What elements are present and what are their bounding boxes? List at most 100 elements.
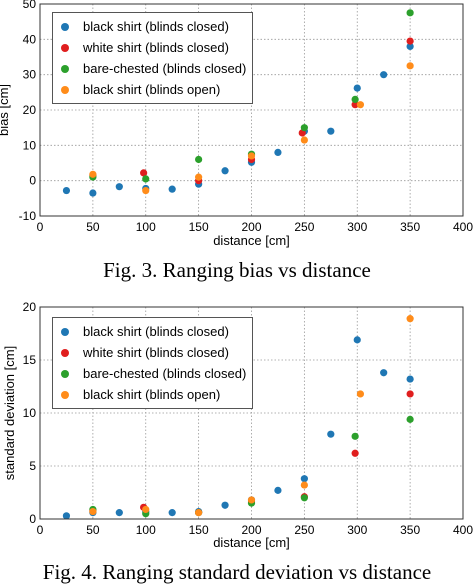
std-point-black-shirt-open	[406, 315, 414, 323]
std-point-black-shirt-open	[356, 390, 365, 398]
legend-entry: black shirt (blinds closed)	[59, 321, 246, 342]
bias-point-black-shirt-closed	[327, 127, 335, 135]
bias-x-tick-label: 300	[347, 220, 367, 234]
bias-x-tick-label: 0	[37, 220, 44, 234]
bias-point-white-shirt-closed	[406, 37, 414, 45]
bias-point-black-shirt-open	[406, 62, 414, 70]
std-point-black-shirt-closed	[300, 475, 308, 483]
std-point-bare-chested-closed	[351, 432, 359, 440]
bias-y-ticks: -10 0 10 20 30 40 50	[19, 0, 37, 223]
std-point-black-shirt-closed	[221, 501, 229, 509]
bias-point-bare-chested-closed	[195, 155, 203, 164]
std-x-tick-label: 250	[294, 523, 314, 537]
std-plot-frame	[39, 306, 464, 520]
bias-point-black-shirt-closed	[406, 42, 414, 51]
figure-3-caption: Fig. 3. Ranging bias vs distance	[103, 258, 371, 282]
std-point-black-shirt-open	[300, 481, 308, 489]
bias-y-tick-label: 30	[23, 68, 37, 82]
std-point-black-shirt-open	[195, 509, 203, 517]
std-legend: black shirt (blinds closed) white shirt …	[52, 317, 254, 409]
bias-x-tick-label: 50	[86, 220, 100, 234]
bias-point-black-shirt-open	[300, 136, 308, 144]
std-point-bare-chested-closed	[300, 494, 308, 502]
bias-x-ticks: 0 50 100 150 200 250 300 350 400	[37, 220, 474, 234]
std-x-tick-label: 300	[347, 523, 367, 537]
legend-entry: bare-chested (blinds closed)	[59, 363, 246, 384]
legend-marker-black-shirt-closed	[61, 22, 69, 31]
bias-x-tick-label: 350	[400, 220, 420, 234]
bias-point-bare-chested-closed	[300, 124, 308, 132]
std-point-black-shirt-open	[142, 505, 150, 514]
legend-marker-bare-chested-closed	[61, 369, 69, 378]
std-points	[62, 315, 414, 520]
legend-label: white shirt (blinds closed)	[83, 40, 229, 55]
std-x-tick-label: 400	[453, 523, 473, 537]
legend-label: bare-chested (blinds closed)	[83, 61, 247, 76]
bias-y-tick-label: 10	[23, 138, 37, 152]
std-point-black-shirt-open	[247, 496, 256, 504]
bias-y-tick-label: 20	[23, 103, 37, 117]
bias-points	[62, 9, 414, 197]
legend-entry: black shirt (blinds closed)	[59, 16, 246, 37]
bias-point-bare-chested-closed	[406, 9, 414, 17]
legend-entry: black shirt (blinds open)	[59, 79, 246, 100]
bias-point-black-shirt-open	[195, 173, 203, 181]
bias-point-black-shirt-closed	[168, 185, 176, 193]
std-y-axis-label: standard deviation [cm]	[2, 346, 17, 480]
bias-y-tick-label: 50	[23, 0, 37, 11]
std-point-black-shirt-closed	[168, 509, 176, 517]
legend-marker-black-shirt-closed	[61, 327, 69, 336]
legend-label: black shirt (blinds open)	[83, 387, 221, 402]
bias-point-black-shirt-open	[89, 170, 97, 178]
std-x-tick-label: 200	[241, 523, 261, 537]
bias-point-black-shirt-open	[247, 152, 256, 160]
std-y-tick-label: 15	[23, 353, 37, 367]
bias-x-tick-label: 150	[189, 220, 209, 234]
legend-marker-white-shirt-closed	[61, 348, 69, 357]
std-point-black-shirt-closed	[327, 430, 335, 438]
bias-point-black-shirt-closed	[380, 71, 388, 79]
bias-point-black-shirt-closed	[115, 183, 123, 191]
bias-legend: black shirt (blinds closed) white shirt …	[52, 12, 254, 104]
std-y-tick-label: 20	[23, 300, 37, 314]
bias-x-tick-label: 200	[241, 220, 261, 234]
std-dev-chart: 0 50 100 150 200 250 300 350 400 0 5 10 15 20 distan…	[2, 300, 473, 550]
legend-marker-bare-chested-closed	[61, 64, 69, 73]
bias-y-tick-label: 40	[23, 32, 37, 46]
legend-entry: black shirt (blinds open)	[59, 384, 246, 405]
bias-point-black-shirt-closed	[89, 189, 97, 197]
legend-label: bare-chested (blinds closed)	[83, 366, 247, 381]
bias-point-black-shirt-open	[142, 186, 150, 195]
legend-entry: white shirt (blinds closed)	[59, 342, 246, 363]
legend-marker-black-shirt-open	[61, 390, 69, 399]
figure-4-caption: Fig. 4. Ranging standard deviation vs di…	[42, 560, 432, 584]
bias-chart: 0 50 100 150 200 250 300 350 400 -1001020304050 …	[0, 0, 474, 248]
bias-point-black-shirt-open	[356, 101, 365, 109]
std-point-black-shirt-closed	[353, 336, 361, 344]
bias-x-tick-label: 250	[294, 220, 314, 234]
legend-label: black shirt (blinds closed)	[83, 324, 229, 339]
bias-point-bare-chested-closed	[351, 95, 359, 103]
std-y-ticks: 0 5 10 15 20	[23, 300, 37, 526]
std-point-black-shirt-open	[89, 507, 97, 516]
std-x-tick-label: 0	[37, 523, 44, 537]
std-point-black-shirt-closed	[274, 486, 282, 494]
std-x-axis-label: distance [cm]	[213, 535, 290, 550]
std-y-tick-label: 10	[23, 406, 37, 420]
bias-y-axis-label: bias [cm]	[0, 84, 11, 136]
std-point-white-shirt-closed	[406, 390, 414, 398]
bias-y-tick-label: -10	[19, 209, 37, 223]
std-x-tick-label: 150	[189, 523, 209, 537]
bias-x-tick-label: 400	[453, 220, 473, 234]
bias-point-bare-chested-closed	[142, 175, 150, 183]
bias-y-tick-label: 0	[29, 174, 36, 188]
std-x-tick-label: 50	[86, 523, 100, 537]
std-point-bare-chested-closed	[406, 415, 414, 423]
legend-entry: white shirt (blinds closed)	[59, 37, 246, 58]
std-x-tick-label: 100	[136, 523, 156, 537]
legend-label: white shirt (blinds closed)	[83, 345, 229, 360]
bias-point-black-shirt-closed	[353, 84, 361, 92]
std-point-black-shirt-closed	[380, 369, 388, 377]
std-point-black-shirt-closed	[115, 509, 123, 517]
bias-plot-frame	[39, 3, 464, 217]
